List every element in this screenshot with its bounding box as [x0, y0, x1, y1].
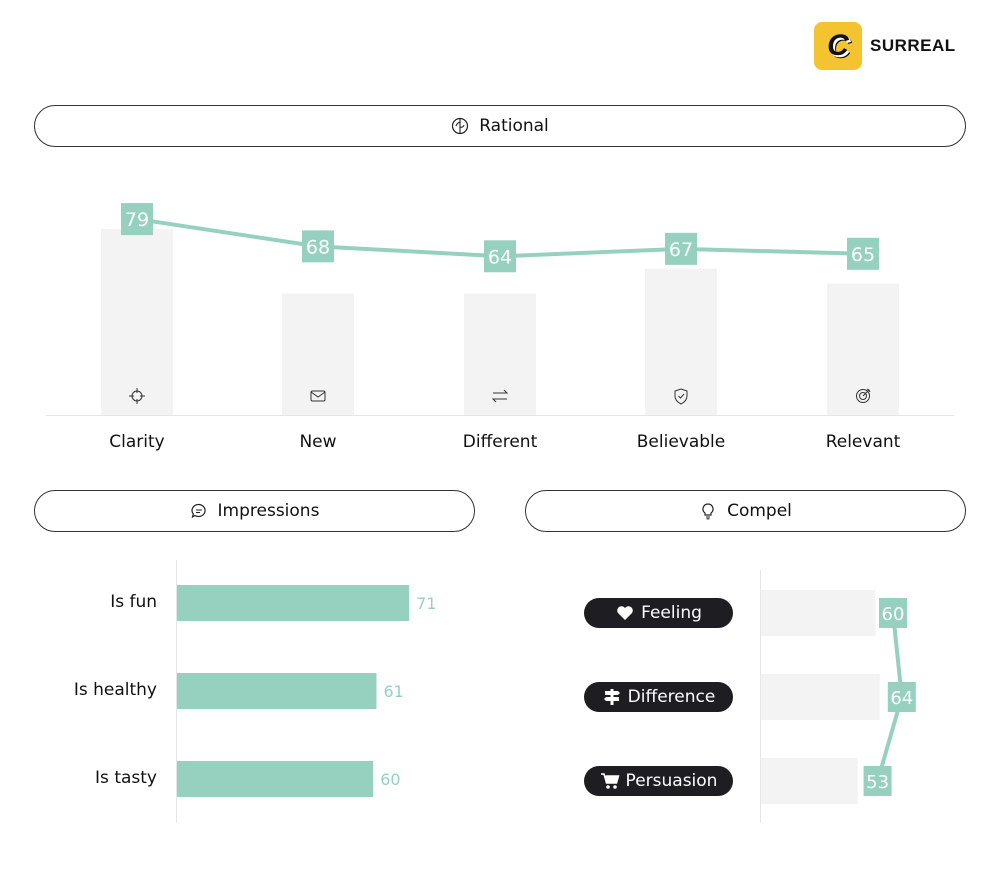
category-label-different: Different	[463, 432, 538, 452]
impression-label-healthy: Is healthy	[73, 680, 157, 700]
impression-value: 60	[380, 770, 400, 789]
compel-pill-feeling: Feeling	[584, 598, 733, 628]
score-label: 64	[890, 688, 913, 709]
crosshair-icon	[129, 388, 145, 404]
impression-value: 61	[383, 682, 403, 701]
score-marker-difference	[887, 682, 916, 712]
score-label: 79	[125, 209, 149, 231]
brain-icon	[452, 117, 469, 135]
category-label-new: New	[299, 432, 336, 452]
heart-icon	[617, 606, 633, 620]
surreal-logo: C SURREAL	[814, 22, 956, 70]
benchmark-bar-persuasion	[761, 758, 858, 804]
compel-label-difference: Difference	[627, 687, 716, 707]
benchmark-bar-different	[464, 293, 536, 415]
impression-label-tasty: Is tasty	[95, 768, 157, 788]
score-marker-persuasion	[863, 766, 892, 796]
logo-wordmark: SURREAL	[870, 36, 956, 55]
score-marker-believable	[665, 232, 697, 265]
score-label: 60	[882, 604, 905, 625]
score-marker-feeling	[879, 598, 907, 628]
logo-badge: C	[814, 22, 862, 70]
score-marker-relevant	[847, 237, 879, 270]
score-label: 64	[488, 246, 512, 268]
score-marker-new	[302, 230, 334, 263]
envelope-icon	[310, 390, 326, 402]
score-label: 67	[669, 239, 693, 261]
target-icon	[856, 388, 871, 403]
rational-title: Rational	[479, 116, 549, 136]
benchmark-bar-new	[282, 293, 354, 415]
score-label: 53	[866, 772, 889, 793]
impressions-section-header: Impressions	[34, 490, 475, 532]
impression-value: 71	[416, 594, 436, 613]
cart-icon	[600, 773, 620, 789]
compel-label-persuasion: Persuasion	[625, 771, 718, 791]
score-marker-different	[484, 240, 516, 273]
compel-chart: 60 64 53	[760, 570, 916, 823]
compel-pill-persuasion: Persuasion	[584, 766, 733, 796]
score-label: 65	[851, 244, 875, 266]
benchmark-bar-believable	[645, 268, 717, 415]
score-marker-clarity	[121, 203, 153, 236]
benchmark-bar-difference	[761, 674, 880, 720]
category-label-believable: Believable	[637, 432, 725, 452]
compel-pill-difference: Difference	[584, 682, 733, 712]
signpost-icon	[603, 689, 620, 705]
arrows-exchange-icon	[491, 389, 509, 403]
benchmark-bar-clarity	[101, 229, 173, 415]
benchmark-bar-relevant	[827, 283, 899, 415]
shield-check-icon	[674, 388, 688, 405]
impressions-title: Impressions	[217, 501, 320, 521]
impression-label-fun: Is fun	[110, 592, 157, 612]
category-label-clarity: Clarity	[109, 432, 164, 452]
compel-label-feeling: Feeling	[641, 603, 702, 623]
impression-bar-2	[177, 761, 374, 797]
impressions-chart: 71 61 60	[176, 560, 437, 823]
score-label: 68	[306, 236, 330, 258]
impression-bar-0	[177, 585, 410, 621]
rational-chart: 79 Clarity 68 New 64 Different 67 Believable 65 R…	[46, 203, 954, 452]
chat-bubble-icon	[191, 503, 206, 519]
lightbulb-icon	[702, 503, 714, 520]
benchmark-bar-feeling	[761, 590, 876, 636]
compel-section-header: Compel	[525, 490, 966, 532]
compel-title: Compel	[727, 501, 792, 521]
category-label-relevant: Relevant	[826, 432, 901, 452]
impression-bar-1	[177, 673, 377, 709]
rational-section-header: Rational	[34, 105, 966, 147]
